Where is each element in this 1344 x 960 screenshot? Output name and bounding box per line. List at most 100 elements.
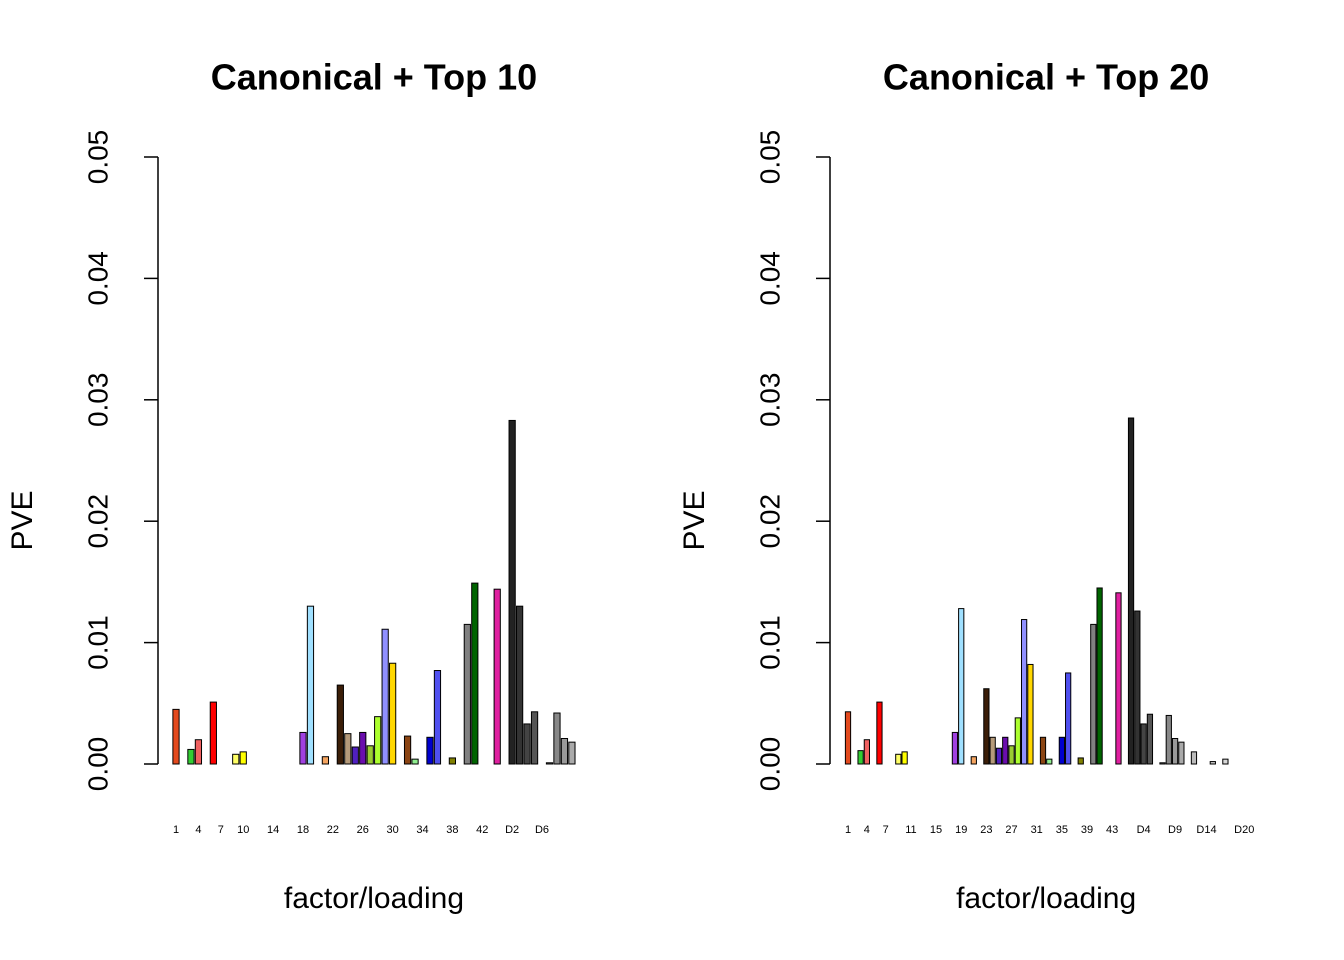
bar xyxy=(951,731,959,765)
bar xyxy=(523,723,531,765)
x-tick-label: 15 xyxy=(930,824,942,836)
x-tick-label: 14 xyxy=(267,824,279,836)
bar xyxy=(958,608,965,765)
y-axis-label: PVE xyxy=(6,490,39,550)
x-tick-label: 39 xyxy=(1081,824,1093,836)
bar xyxy=(366,745,374,765)
bar xyxy=(187,748,195,765)
bar xyxy=(1165,714,1172,765)
x-tick-label: 26 xyxy=(357,824,369,836)
bar xyxy=(844,711,852,765)
bar xyxy=(516,605,524,765)
bar xyxy=(471,582,479,765)
bar xyxy=(344,733,352,765)
bar xyxy=(359,731,367,765)
bar xyxy=(1146,713,1154,765)
bar xyxy=(426,736,434,765)
y-tick-label: 0.03 xyxy=(82,373,113,428)
x-tick-label: 10 xyxy=(237,824,249,836)
bar xyxy=(568,741,576,765)
y-tick-label: 0.04 xyxy=(82,251,113,306)
y-tick-label: 0.02 xyxy=(754,494,785,549)
bar xyxy=(1014,717,1021,765)
x-tick-label: 42 xyxy=(476,824,488,836)
bar xyxy=(463,623,471,765)
x-tick-label: D6 xyxy=(535,824,549,836)
bar xyxy=(411,758,419,765)
x-tick-label: 19 xyxy=(955,824,967,836)
bar xyxy=(1008,745,1015,765)
bar xyxy=(299,731,307,765)
bar xyxy=(381,628,389,765)
bar xyxy=(1096,587,1103,765)
bar xyxy=(1058,736,1065,765)
x-tick-label: D20 xyxy=(1234,824,1254,836)
x-tick-label: D9 xyxy=(1168,824,1182,836)
bar xyxy=(306,605,315,765)
bar xyxy=(553,712,561,765)
bar xyxy=(1190,751,1198,765)
bar xyxy=(403,735,412,765)
y-tick-label: 0.05 xyxy=(754,130,785,185)
bar xyxy=(989,736,996,765)
bar xyxy=(1090,623,1097,765)
bar xyxy=(232,753,240,765)
bar xyxy=(1077,757,1084,765)
x-tick-label: 23 xyxy=(980,824,992,836)
bar xyxy=(1171,738,1179,765)
bar xyxy=(530,711,539,765)
x-tick-label: 22 xyxy=(327,824,339,836)
bar xyxy=(448,757,457,765)
bar xyxy=(194,739,203,765)
bar xyxy=(895,753,902,765)
bar xyxy=(239,751,247,765)
y-tick-label: 0.02 xyxy=(82,494,113,549)
bar xyxy=(1002,736,1009,765)
y-tick-label: 0.00 xyxy=(82,737,113,792)
bar xyxy=(1209,761,1216,765)
y-tick-label: 0.01 xyxy=(754,615,785,670)
bar xyxy=(863,739,870,765)
x-tick-label: 7 xyxy=(218,824,224,836)
bar xyxy=(374,716,382,765)
x-tick-label: 1 xyxy=(173,824,179,836)
x-tick-label: 35 xyxy=(1056,824,1068,836)
bar xyxy=(1115,592,1122,765)
y-tick-label: 0.01 xyxy=(82,615,113,670)
bar xyxy=(321,756,330,765)
x-axis-label: factor/loading xyxy=(284,882,464,915)
bar xyxy=(336,684,344,765)
x-tick-label: D14 xyxy=(1196,824,1216,836)
bar xyxy=(857,750,864,765)
bar xyxy=(493,588,501,765)
bar xyxy=(1134,610,1141,765)
y-tick-label: 0.04 xyxy=(754,251,785,306)
x-tick-label: 27 xyxy=(1005,824,1017,836)
chart-title: Canonical + Top 10 xyxy=(211,57,537,98)
x-tick-label: D4 xyxy=(1137,824,1151,836)
x-tick-label: 30 xyxy=(387,824,399,836)
y-tick-label: 0.05 xyxy=(82,130,113,185)
bar xyxy=(172,708,180,765)
bar xyxy=(545,762,554,765)
bar xyxy=(901,751,908,765)
bar xyxy=(560,738,569,765)
y-tick-label: 0.00 xyxy=(754,737,785,792)
bar xyxy=(1027,663,1034,765)
bar xyxy=(351,746,359,765)
bar xyxy=(1127,417,1135,765)
bar xyxy=(995,747,1003,765)
y-tick-label: 0.03 xyxy=(754,373,785,428)
bar xyxy=(1140,723,1147,765)
x-tick-label: 43 xyxy=(1106,824,1118,836)
bar xyxy=(1020,619,1028,765)
x-tick-label: 7 xyxy=(883,824,889,836)
x-tick-label: 34 xyxy=(416,824,428,836)
x-tick-label: 1 xyxy=(845,824,851,836)
chart-title: Canonical + Top 20 xyxy=(883,57,1209,98)
x-tick-label: 38 xyxy=(446,824,458,836)
x-tick-label: 4 xyxy=(195,824,201,836)
bar xyxy=(1222,758,1229,765)
x-tick-label: 4 xyxy=(864,824,870,836)
